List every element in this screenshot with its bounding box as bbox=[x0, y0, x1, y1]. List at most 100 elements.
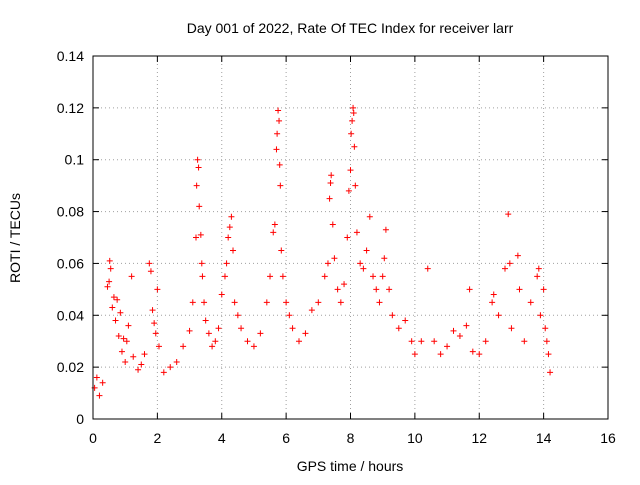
y-tick-label: 0.12 bbox=[57, 100, 84, 116]
data-point bbox=[344, 234, 351, 241]
data-point bbox=[408, 338, 415, 345]
x-tick-label: 14 bbox=[536, 430, 552, 446]
data-point bbox=[289, 325, 296, 332]
data-point bbox=[535, 265, 542, 272]
data-point bbox=[302, 330, 309, 337]
x-tick-label: 8 bbox=[347, 430, 355, 446]
data-point bbox=[155, 343, 162, 350]
data-point bbox=[218, 291, 225, 298]
data-point bbox=[128, 273, 135, 280]
data-point bbox=[540, 286, 547, 293]
data-point bbox=[110, 294, 117, 301]
data-point bbox=[360, 265, 367, 272]
data-point bbox=[194, 156, 201, 163]
data-point bbox=[326, 195, 333, 202]
data-point bbox=[389, 312, 396, 319]
data-point bbox=[263, 299, 270, 306]
data-point bbox=[286, 312, 293, 319]
data-point bbox=[490, 291, 497, 298]
data-point bbox=[238, 325, 245, 332]
data-point bbox=[296, 338, 302, 345]
data-point bbox=[502, 265, 508, 272]
data-point bbox=[205, 330, 212, 337]
data-point bbox=[411, 351, 418, 358]
data-point bbox=[167, 364, 174, 371]
data-point bbox=[545, 351, 552, 358]
data-point bbox=[221, 273, 228, 280]
data-point bbox=[201, 299, 208, 306]
data-point bbox=[370, 273, 377, 280]
data-point bbox=[120, 335, 127, 342]
data-point bbox=[271, 221, 278, 228]
data-point bbox=[189, 299, 196, 306]
data-point bbox=[466, 286, 473, 293]
data-point bbox=[147, 268, 154, 275]
data-point bbox=[99, 379, 106, 386]
chart-title: Day 001 of 2022, Rate Of TEC Index for r… bbox=[187, 20, 514, 36]
data-point bbox=[106, 278, 113, 285]
data-point bbox=[270, 229, 277, 236]
data-point bbox=[141, 351, 148, 358]
data-point bbox=[225, 234, 232, 241]
data-point bbox=[327, 180, 334, 187]
data-point bbox=[135, 366, 142, 373]
data-point bbox=[437, 351, 444, 358]
data-point bbox=[350, 110, 357, 117]
data-point bbox=[180, 343, 187, 350]
data-point bbox=[118, 348, 125, 355]
data-point bbox=[231, 299, 238, 306]
data-point bbox=[324, 260, 331, 267]
data-point bbox=[337, 299, 344, 306]
data-point bbox=[107, 265, 114, 272]
data-point bbox=[514, 252, 521, 259]
x-tick-label: 2 bbox=[153, 430, 161, 446]
y-tick-label: 0 bbox=[76, 411, 84, 427]
data-point bbox=[234, 312, 241, 319]
data-point bbox=[276, 117, 283, 124]
data-point bbox=[197, 231, 204, 238]
data-point bbox=[363, 247, 370, 254]
data-point bbox=[195, 164, 202, 171]
data-point bbox=[274, 130, 281, 137]
data-point bbox=[199, 273, 206, 280]
data-point bbox=[149, 307, 156, 314]
data-point bbox=[279, 273, 286, 280]
data-point bbox=[151, 320, 158, 327]
data-point bbox=[482, 338, 489, 345]
data-point bbox=[308, 307, 315, 314]
data-point bbox=[516, 286, 523, 293]
data-point bbox=[347, 167, 354, 174]
data-point bbox=[350, 104, 357, 111]
data-point bbox=[117, 309, 124, 316]
data-point bbox=[109, 304, 116, 311]
data-point bbox=[495, 312, 502, 319]
data-point bbox=[321, 273, 328, 280]
data-point bbox=[329, 221, 336, 228]
data-point bbox=[196, 203, 203, 210]
data-point bbox=[275, 107, 282, 114]
data-point bbox=[506, 260, 513, 267]
x-tick-label: 6 bbox=[282, 430, 290, 446]
grid-layer bbox=[93, 56, 608, 419]
x-tick-label: 16 bbox=[600, 430, 616, 446]
data-point bbox=[542, 325, 549, 332]
data-point bbox=[376, 299, 383, 306]
data-point bbox=[315, 299, 322, 306]
data-point bbox=[353, 229, 360, 236]
data-point bbox=[547, 369, 554, 376]
data-point bbox=[212, 338, 219, 345]
data-point bbox=[230, 247, 237, 254]
points-layer bbox=[91, 104, 554, 399]
data-point bbox=[351, 143, 358, 150]
data-point bbox=[96, 392, 103, 399]
data-point bbox=[226, 224, 233, 231]
data-point bbox=[379, 273, 386, 280]
data-point bbox=[209, 343, 216, 350]
data-point bbox=[276, 161, 283, 168]
y-tick-label: 0.14 bbox=[57, 48, 84, 64]
data-point bbox=[402, 317, 409, 324]
data-point bbox=[106, 257, 113, 264]
data-point bbox=[250, 343, 257, 350]
data-point bbox=[386, 286, 393, 293]
